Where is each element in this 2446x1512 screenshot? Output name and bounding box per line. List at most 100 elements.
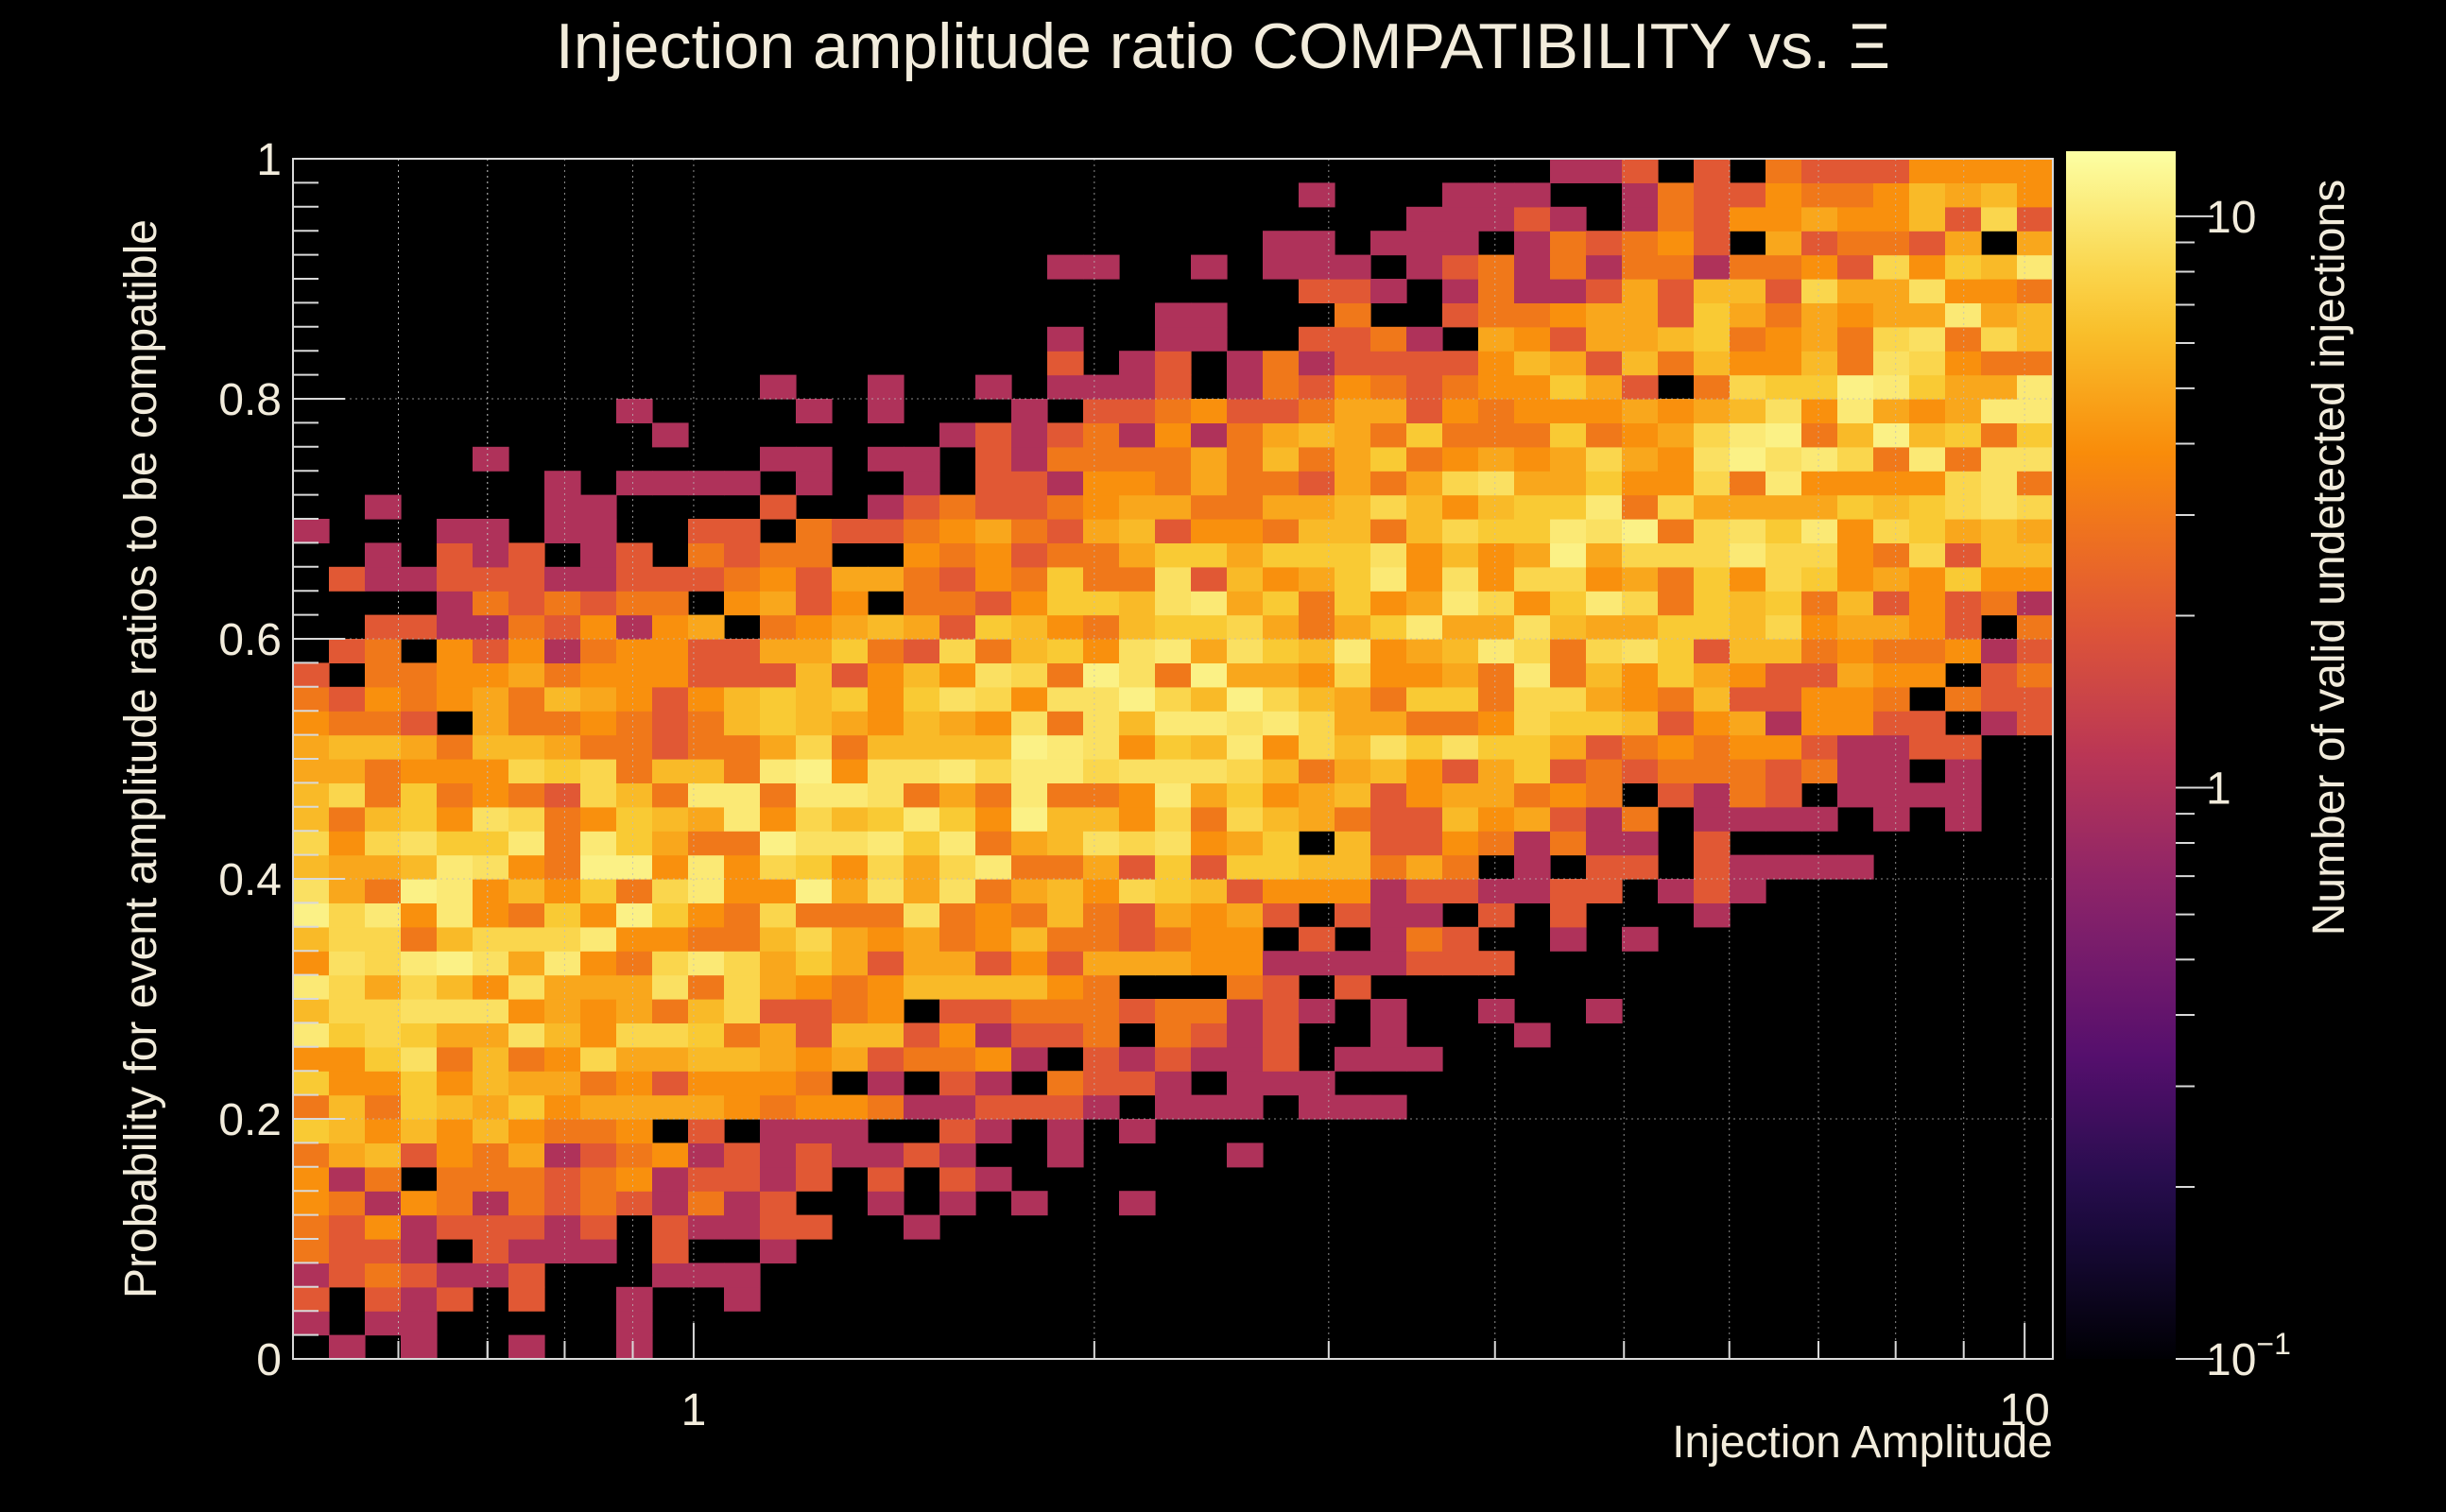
heatmap-cell: [1766, 711, 1802, 736]
heatmap-cell: [1837, 686, 1874, 712]
heatmap-cell: [939, 494, 976, 520]
heatmap-cell: [293, 1166, 330, 1192]
heatmap-cell: [1478, 759, 1515, 783]
heatmap-cell: [652, 1263, 689, 1288]
heatmap-cell: [1011, 974, 1048, 1000]
heatmap-cell: [1586, 686, 1623, 712]
heatmap-cell: [1730, 542, 1766, 568]
heatmap-cell: [1299, 591, 1335, 616]
heatmap-cell: [473, 1239, 509, 1263]
heatmap-cell: [796, 1166, 833, 1192]
heatmap-cell: [760, 1191, 797, 1216]
heatmap-cell: [652, 662, 689, 688]
heatmap-cell: [1442, 471, 1479, 496]
heatmap-cell: [1873, 446, 1910, 472]
heatmap-cell: [1335, 662, 1371, 688]
heatmap-cell: [1083, 902, 1120, 928]
heatmap-cell: [1622, 326, 1659, 352]
heatmap-cell: [1586, 519, 1623, 543]
heatmap-cell: [508, 1046, 545, 1072]
heatmap-cell: [1550, 879, 1587, 903]
heatmap-cell: [1837, 302, 1874, 328]
heatmap-cell: [1622, 566, 1659, 592]
heatmap-cell: [1155, 1094, 1192, 1120]
heatmap-cell: [2017, 326, 2054, 352]
heatmap-cell: [688, 519, 725, 543]
heatmap-cell: [1047, 1143, 1084, 1168]
heatmap-cell: [365, 1263, 402, 1288]
heatmap-cell: [1119, 494, 1156, 520]
heatmap-cell: [760, 1143, 797, 1168]
heatmap-cell: [1694, 542, 1731, 568]
heatmap-cell: [1191, 831, 1228, 856]
heatmap-cell: [1370, 854, 1407, 880]
heatmap-cell: [473, 1191, 509, 1216]
heatmap-cell: [437, 1166, 474, 1192]
heatmap-cell: [1694, 206, 1731, 232]
heatmap-cell: [2017, 206, 2054, 232]
heatmap-cell: [832, 854, 869, 880]
heatmap-cell: [1119, 1191, 1156, 1216]
heatmap-cell: [1370, 399, 1407, 423]
heatmap-cell: [1119, 926, 1156, 952]
heatmap-cell: [1478, 734, 1515, 760]
heatmap-cell: [329, 1263, 366, 1288]
heatmap-cell: [1299, 614, 1335, 640]
heatmap-cell: [688, 542, 725, 568]
heatmap-cell: [1083, 831, 1120, 856]
heatmap-cell: [1730, 519, 1766, 543]
heatmap-cell: [760, 662, 797, 688]
heatmap-cell: [1047, 951, 1084, 976]
heatmap-cell: [1047, 351, 1084, 376]
heatmap-cell: [796, 542, 833, 568]
heatmap-cell: [868, 806, 904, 832]
heatmap-cell: [832, 734, 869, 760]
heatmap-cell: [1155, 806, 1192, 832]
heatmap-cell: [1335, 854, 1371, 880]
heatmap-cell: [329, 1022, 366, 1048]
heatmap-cell: [1801, 231, 1838, 256]
heatmap-cell: [652, 734, 689, 760]
heatmap-cell: [508, 879, 545, 903]
heatmap-cell: [1873, 662, 1910, 688]
heatmap-cell: [975, 806, 1012, 832]
heatmap-cell: [616, 1311, 653, 1336]
heatmap-cell: [1694, 662, 1731, 688]
heatmap-cell: [868, 831, 904, 856]
heatmap-cell: [868, 711, 904, 736]
heatmap-cell: [616, 974, 653, 1000]
heatmap-cell: [616, 1143, 653, 1168]
x-axis: 1 10: [292, 1323, 2050, 1435]
heatmap-cell: [1837, 326, 1874, 352]
heatmap-cell: [329, 686, 366, 712]
heatmap-cell: [1299, 494, 1335, 520]
heatmap-cell: [939, 686, 976, 712]
heatmap-cell: [1837, 614, 1874, 640]
heatmap-cell: [939, 759, 976, 783]
heatmap-cell: [293, 1286, 330, 1312]
heatmap-cell: [1801, 662, 1838, 688]
heatmap-cell: [1837, 854, 1874, 880]
heatmap-cell: [329, 1094, 366, 1120]
heatmap-cell: [1801, 542, 1838, 568]
heatmap-cell: [508, 1166, 545, 1192]
heatmap-cell: [365, 1094, 402, 1120]
heatmap-cell: [1406, 206, 1443, 232]
heatmap-cell: [1550, 926, 1587, 952]
heatmap-cell: [1766, 374, 1802, 400]
heatmap-cell: [1730, 806, 1766, 832]
heatmap-cell: [1837, 374, 1874, 400]
heatmap-cell: [1011, 542, 1048, 568]
heatmap-cell: [473, 854, 509, 880]
heatmap-cell: [508, 1239, 545, 1263]
heatmap-cell: [1083, 782, 1120, 808]
heatmap-cell: [1766, 542, 1802, 568]
heatmap-cell: [1550, 159, 1587, 183]
heatmap-cell: [1837, 182, 1874, 208]
heatmap-cell: [760, 542, 797, 568]
heatmap-cell: [1909, 279, 1946, 303]
heatmap-cell: [401, 614, 438, 640]
heatmap-cell: [939, 614, 976, 640]
heatmap-cell: [832, 591, 869, 616]
heatmap-cell: [796, 759, 833, 783]
